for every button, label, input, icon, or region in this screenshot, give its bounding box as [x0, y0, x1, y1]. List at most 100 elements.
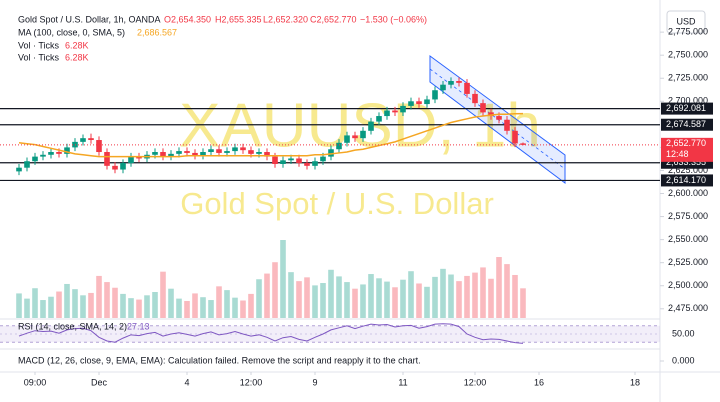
candle-body: [168, 153, 174, 157]
candle-body: [176, 151, 182, 154]
volume-bar: [136, 299, 142, 318]
ohlc-change: −1.530 (−0.06%): [360, 14, 427, 24]
x-tick-label: 12:00: [464, 377, 487, 387]
volume-bar: [272, 262, 278, 318]
candle-body: [24, 161, 30, 168]
volume-bar: [168, 288, 174, 318]
volume-value: 6.28K: [65, 52, 89, 62]
volume-bar: [56, 291, 62, 318]
candle-body: [408, 101, 414, 106]
macd-tick-label: 0.000: [672, 355, 695, 365]
x-tick-label: 11: [398, 377, 407, 387]
candle-body: [48, 152, 54, 155]
candle-body: [368, 121, 374, 131]
volume-bar: [280, 240, 286, 318]
volume-bar: [80, 295, 86, 318]
volume-bar: [200, 297, 206, 318]
volume-bar: [24, 298, 30, 318]
volume-bar: [520, 288, 526, 318]
candle-body: [416, 101, 422, 105]
symbol: Gold Spot / U.S. Dollar, 1h, OANDA: [18, 14, 161, 24]
candle-body: [152, 152, 158, 155]
candle-body: [192, 152, 198, 156]
ohlc-open: O2,654.350: [164, 14, 211, 24]
candle-body: [264, 152, 270, 157]
volume-bar: [480, 267, 486, 318]
candle-body: [184, 151, 190, 153]
y-tick-label: 2,625.000: [668, 165, 708, 175]
candle-body: [80, 138, 86, 142]
candle-body: [320, 156, 326, 162]
candle-body: [88, 138, 94, 141]
volume-bar: [504, 264, 510, 318]
volume-name: Vol · Ticks: [18, 52, 60, 62]
candle-body: [288, 158, 294, 161]
y-tick-label: 2,550.000: [668, 234, 708, 244]
candle-body: [256, 152, 262, 154]
volume-bar: [40, 300, 46, 318]
y-tick-label: 2,700.000: [668, 96, 708, 106]
candle-body: [432, 90, 438, 100]
candle-body: [312, 161, 318, 166]
volume-bar: [104, 282, 110, 318]
ma-value: 2,686.567: [137, 27, 177, 37]
level-label: 2,692.081: [666, 103, 706, 113]
candle-body: [240, 147, 246, 151]
volume-bar: [120, 293, 126, 318]
volume-bar: [488, 278, 494, 318]
volume-bar: [312, 285, 318, 318]
rsi-tick-label: 50.00: [672, 328, 695, 338]
macd-name: MACD (12, 26, close, 9, EMA, EMA): Calcu…: [18, 355, 421, 365]
candle-body: [488, 112, 494, 117]
candle-body: [120, 163, 126, 170]
volume-bar: [440, 268, 446, 318]
ma-name: MA (100, close, 0, SMA, 5): [18, 27, 125, 37]
volume-bar: [376, 278, 382, 318]
currency[interactable]: USD: [676, 16, 696, 26]
level-tag: [661, 118, 713, 131]
volume-bar: [496, 257, 502, 318]
candle-body: [128, 156, 134, 164]
volume-bar: [288, 272, 294, 318]
ma-line: [18, 112, 524, 158]
volume-bar: [408, 271, 414, 318]
y-tick-label: 2,575.000: [668, 211, 708, 221]
currency-button[interactable]: [666, 10, 706, 34]
volume-bar: [128, 298, 134, 318]
volume-bar: [256, 279, 262, 318]
candle-body: [344, 135, 350, 143]
candle-body: [400, 105, 406, 113]
volume-bar: [360, 284, 366, 318]
volume-bar: [32, 288, 38, 318]
ohlc-high: H2,655.335: [215, 14, 262, 24]
candle-body: [336, 142, 342, 150]
candle-body: [296, 158, 302, 164]
volume-bar: [512, 274, 518, 318]
candle-body: [472, 93, 478, 104]
candle-body: [64, 147, 70, 154]
level-label: 2,674.587: [666, 119, 706, 129]
volume-bar: [224, 290, 230, 318]
candle-body: [160, 152, 166, 157]
volume-bar: [472, 272, 478, 318]
countdown: 12:48: [666, 149, 689, 159]
candle-body: [456, 81, 462, 83]
candle-body: [32, 156, 38, 162]
candle-body: [392, 110, 398, 113]
volume-bar: [384, 281, 390, 318]
candle-body: [328, 149, 334, 157]
volume-bar: [336, 276, 342, 318]
volume-bar: [96, 275, 102, 318]
volume-bar: [352, 288, 358, 318]
watermark-subtitle: Gold Spot / U.S. Dollar: [180, 186, 494, 221]
volume-bar: [464, 275, 470, 318]
volume-bar: [416, 283, 422, 318]
volume-bar: [16, 293, 22, 318]
candle-body: [272, 156, 278, 164]
volume-bar: [432, 276, 438, 318]
volume-bar: [160, 271, 166, 318]
volume-bar: [112, 287, 118, 318]
candle-body: [480, 103, 486, 113]
volume-value: 6.28K: [65, 40, 89, 50]
